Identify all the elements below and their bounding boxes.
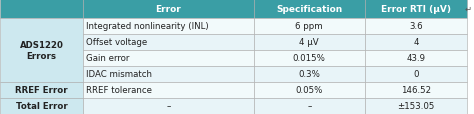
- Bar: [254, 19, 365, 35]
- Bar: [83, 98, 254, 114]
- Bar: [365, 0, 467, 19]
- Text: 4: 4: [413, 38, 419, 47]
- Text: 3.6: 3.6: [409, 22, 423, 31]
- Text: 0.3%: 0.3%: [298, 70, 320, 79]
- Bar: [254, 0, 365, 19]
- Text: 0.05%: 0.05%: [296, 86, 323, 95]
- Text: 0: 0: [413, 70, 419, 79]
- Text: 43.9: 43.9: [406, 54, 426, 63]
- Bar: [83, 66, 254, 82]
- Text: –: –: [166, 102, 171, 111]
- Bar: [365, 51, 467, 66]
- Bar: [83, 0, 254, 19]
- Bar: [254, 51, 365, 66]
- Bar: [83, 51, 254, 66]
- Bar: [83, 35, 254, 51]
- Text: Error RTI (μV): Error RTI (μV): [381, 5, 451, 14]
- Bar: [365, 35, 467, 51]
- Bar: [0, 0, 83, 19]
- Text: 0.015%: 0.015%: [293, 54, 326, 63]
- Bar: [254, 35, 365, 51]
- Bar: [0, 82, 83, 98]
- Text: Integrated nonlinearity (INL): Integrated nonlinearity (INL): [86, 22, 209, 31]
- Text: Specification: Specification: [276, 5, 342, 14]
- Text: Offset voltage: Offset voltage: [86, 38, 147, 47]
- Text: 4 μV: 4 μV: [300, 38, 319, 47]
- Text: ↵: ↵: [465, 5, 472, 14]
- Text: ±153.05: ±153.05: [397, 102, 435, 111]
- Text: RREF Error: RREF Error: [15, 86, 68, 95]
- Bar: [0, 98, 83, 114]
- Bar: [365, 82, 467, 98]
- Bar: [365, 98, 467, 114]
- Text: –: –: [307, 102, 311, 111]
- Text: Error: Error: [155, 5, 181, 14]
- Text: Gain error: Gain error: [86, 54, 129, 63]
- Bar: [254, 66, 365, 82]
- Text: Total Error: Total Error: [16, 102, 67, 111]
- Bar: [365, 66, 467, 82]
- Bar: [83, 82, 254, 98]
- Text: ADS1220
Errors: ADS1220 Errors: [19, 41, 64, 61]
- Text: RREF tolerance: RREF tolerance: [86, 86, 152, 95]
- Bar: [254, 98, 365, 114]
- Bar: [83, 19, 254, 35]
- Text: 146.52: 146.52: [401, 86, 431, 95]
- Bar: [254, 82, 365, 98]
- Text: 6 ppm: 6 ppm: [295, 22, 323, 31]
- Bar: [0, 19, 83, 82]
- Text: IDAC mismatch: IDAC mismatch: [86, 70, 152, 79]
- Bar: [365, 19, 467, 35]
